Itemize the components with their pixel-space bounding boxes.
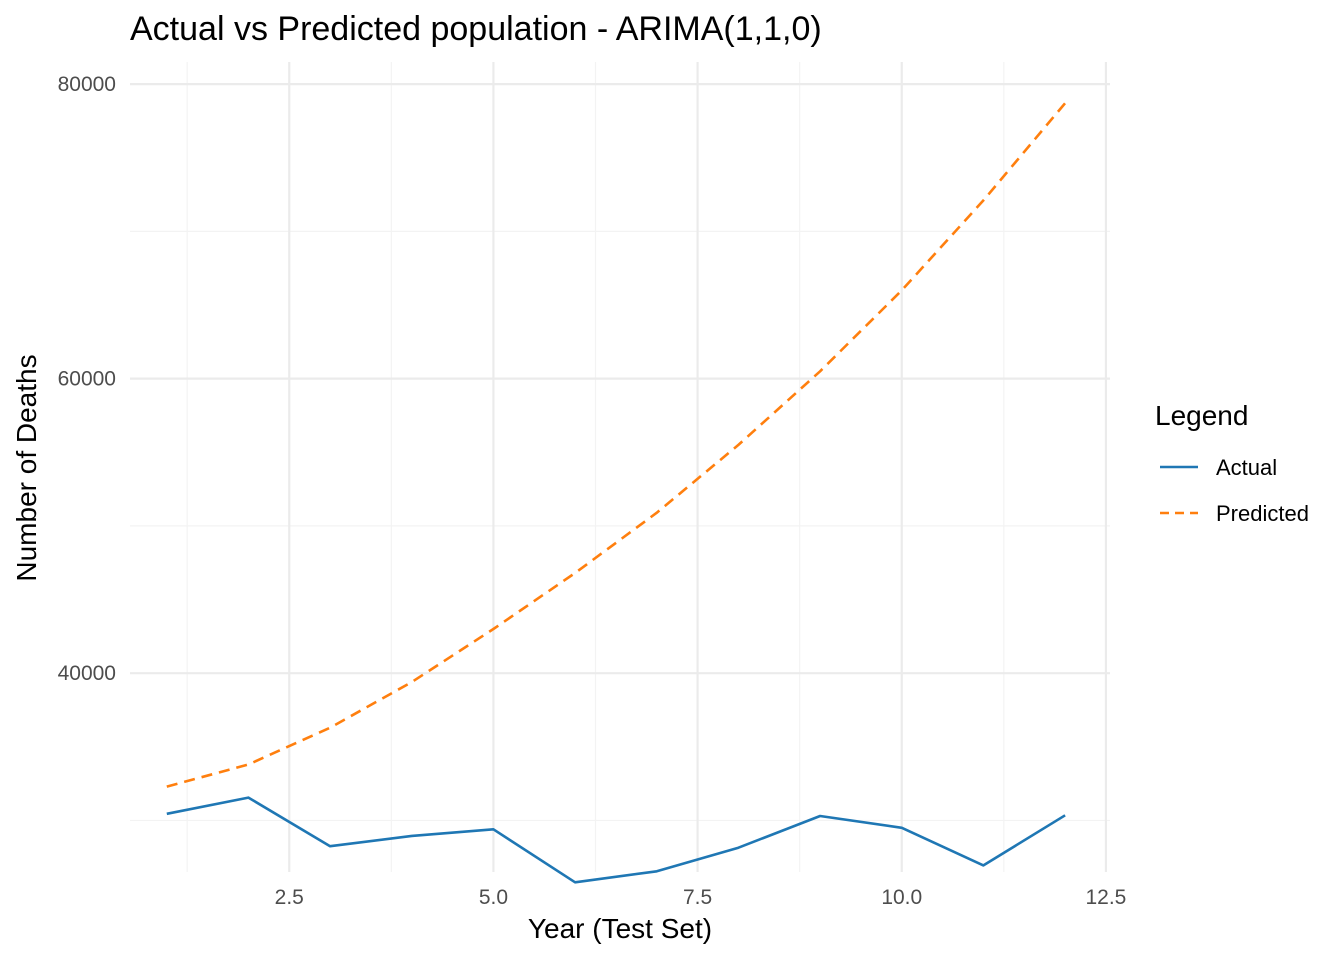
x-axis-ticks: 2.5 5.0 7.5 10.0 12.5 xyxy=(275,886,1127,909)
x-tick-label: 5.0 xyxy=(479,886,508,909)
y-tick-label: 60000 xyxy=(58,368,116,391)
legend-label-predicted: Predicted xyxy=(1216,501,1309,526)
data-point-actual xyxy=(574,881,577,884)
y-tick-label: 80000 xyxy=(58,73,116,96)
data-point-predicted xyxy=(819,370,822,373)
data-point-actual xyxy=(165,813,168,816)
data-point-actual xyxy=(900,827,903,830)
data-point-predicted xyxy=(574,572,577,575)
x-tick-label: 10.0 xyxy=(881,886,922,909)
series-lines xyxy=(165,102,1067,884)
x-tick-label: 7.5 xyxy=(683,886,712,909)
data-point-predicted xyxy=(1064,102,1067,105)
data-point-actual xyxy=(737,846,740,849)
legend-title: Legend xyxy=(1155,400,1248,431)
data-point-predicted xyxy=(492,628,495,631)
x-axis-title: Year (Test Set) xyxy=(528,913,712,944)
data-point-actual xyxy=(329,845,332,848)
data-point-actual xyxy=(492,828,495,831)
grid xyxy=(130,62,1110,872)
data-point-predicted xyxy=(329,726,332,729)
data-point-actual xyxy=(819,815,822,818)
legend: Legend Actual Predicted xyxy=(1155,400,1309,526)
series-line-actual xyxy=(166,796,1066,884)
y-tick-label: 40000 xyxy=(58,662,116,685)
y-axis-ticks: 40000 60000 80000 xyxy=(58,73,116,685)
legend-label-actual: Actual xyxy=(1216,455,1277,480)
y-axis-title: Number of Deaths xyxy=(11,354,42,581)
data-point-actual xyxy=(247,796,250,799)
data-point-predicted xyxy=(737,444,740,447)
data-point-predicted xyxy=(982,199,985,202)
x-tick-label: 12.5 xyxy=(1085,886,1126,909)
data-point-predicted xyxy=(900,289,903,292)
legend-items: Actual Predicted xyxy=(1160,455,1309,526)
chart-title: Actual vs Predicted population - ARIMA(1… xyxy=(130,10,822,48)
series-line-predicted xyxy=(166,102,1067,788)
x-tick-label: 2.5 xyxy=(275,886,304,909)
data-point-predicted xyxy=(655,511,658,514)
data-point-predicted xyxy=(165,785,168,788)
data-point-actual xyxy=(982,864,985,867)
data-point-actual xyxy=(655,870,658,873)
data-point-predicted xyxy=(247,763,250,766)
data-point-actual xyxy=(1064,814,1067,817)
data-point-predicted xyxy=(410,681,413,684)
data-point-actual xyxy=(410,835,413,838)
